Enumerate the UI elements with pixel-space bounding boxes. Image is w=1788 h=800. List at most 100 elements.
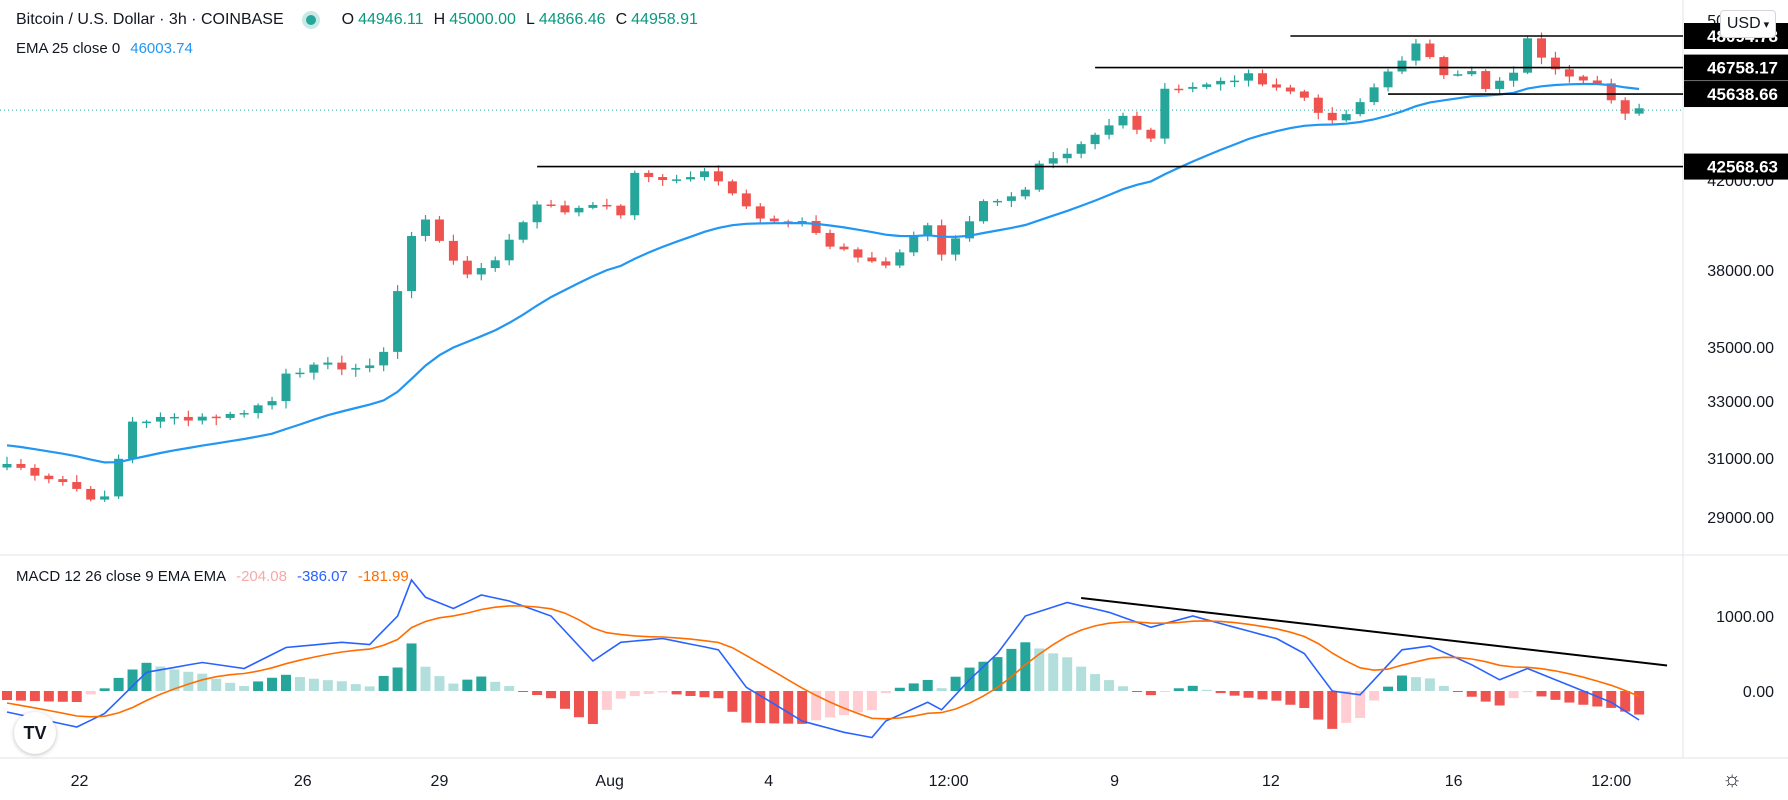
level-price-label: 42568.63 — [1707, 158, 1778, 177]
macd-histogram-bar — [1020, 642, 1031, 691]
candle-body — [1285, 87, 1295, 92]
candle-body — [1620, 100, 1630, 114]
candle-body — [379, 351, 389, 366]
macd-histogram-bar — [1550, 691, 1561, 700]
candle-body — [1509, 72, 1519, 81]
market-status-icon — [305, 15, 316, 25]
macd-histogram-bar — [1104, 680, 1115, 691]
macd-histogram-bar — [267, 677, 278, 691]
currency-button[interactable]: USD ▾ — [1720, 10, 1776, 38]
candle-body — [1048, 158, 1058, 164]
macd-histogram-bar — [532, 691, 543, 696]
time-axis-label: Aug — [595, 773, 623, 790]
candle-body — [1481, 71, 1491, 89]
macd-histogram-bar — [1313, 691, 1324, 720]
candle-body — [923, 225, 933, 237]
candle-body — [1369, 87, 1379, 103]
macd-histogram-bar — [1034, 648, 1045, 691]
macd-histogram-bar — [992, 657, 1003, 691]
macd-histogram-bar — [211, 678, 222, 691]
candle-body — [602, 204, 612, 207]
macd-histogram-bar — [1173, 688, 1184, 691]
gear-icon[interactable]: ☼ — [1722, 766, 1743, 791]
candle-body — [1313, 97, 1323, 113]
candle-body — [1230, 80, 1240, 83]
candle-body — [1244, 73, 1254, 81]
macd-histogram-bar — [699, 691, 710, 698]
candle-body — [588, 204, 598, 208]
candle-body — [560, 205, 570, 213]
macd-histogram-bar — [601, 691, 612, 710]
level-price-tag — [1684, 54, 1788, 81]
candles — [2, 32, 1644, 502]
macd-histogram-bar — [183, 671, 194, 691]
candle-body — [337, 362, 347, 370]
candle-body — [965, 221, 975, 239]
high-label: H — [433, 11, 446, 28]
macd-histogram-bar — [71, 691, 82, 703]
macd-histogram-bar — [85, 691, 96, 695]
close-value: 44958.91 — [631, 11, 698, 28]
candle-body — [169, 416, 179, 419]
ema-label: EMA 25 close 0 — [16, 40, 121, 57]
macd-histogram-bar — [825, 691, 836, 718]
candle-body — [713, 171, 723, 182]
price-tick-label: 33000.00 — [1707, 394, 1774, 411]
macd-histogram-bar — [1257, 691, 1268, 700]
candle-body — [1299, 91, 1309, 98]
candle-body — [1341, 114, 1351, 121]
candle-body — [239, 413, 249, 415]
candle-body — [44, 475, 54, 480]
macd-histogram-bar — [1159, 691, 1170, 692]
candle-body — [16, 463, 26, 468]
level-price-label: 46758.17 — [1707, 59, 1778, 78]
macd-histogram-bar — [1062, 657, 1073, 691]
candle-body — [546, 204, 556, 207]
candle-body — [1606, 83, 1616, 101]
ema-legend[interactable]: EMA 25 close 0 46003.74 — [16, 40, 197, 57]
candle-body — [1132, 115, 1142, 130]
macd-histogram-bar — [852, 691, 863, 713]
macd-histogram-bar — [169, 669, 180, 691]
tradingview-logo-icon[interactable]: TV — [14, 712, 56, 754]
candle-body — [1146, 129, 1156, 139]
candle-body — [1174, 88, 1184, 91]
time-axis-label: 12:00 — [1591, 773, 1631, 790]
macd-histogram-bar — [1187, 685, 1198, 691]
candle-body — [1355, 102, 1365, 115]
candle-body — [448, 240, 458, 261]
macd-histogram-bar — [1299, 691, 1310, 709]
macd-histogram-bar — [518, 691, 529, 692]
candle-body — [183, 416, 193, 421]
macd-histogram-bar — [978, 661, 989, 691]
macd-legend[interactable]: MACD 12 26 close 9 EMA EMA -204.08 -386.… — [16, 568, 413, 585]
candle-body — [2, 463, 12, 468]
macd-histogram-bar — [1243, 691, 1254, 698]
macd-histogram-bar — [336, 681, 347, 691]
macd-histogram-bar — [1201, 689, 1212, 691]
candle-body — [100, 496, 110, 500]
candle-body — [476, 268, 486, 275]
candle-body — [142, 421, 151, 424]
candle-body — [58, 479, 68, 483]
macd-trendline — [1081, 597, 1668, 667]
macd-tick-label: 1000.00 — [1716, 609, 1774, 626]
candle-body — [1411, 43, 1421, 61]
candle-body — [434, 219, 444, 241]
macd-histogram-bar — [936, 688, 947, 691]
macd-histogram-bar — [629, 691, 640, 697]
macd-histogram-bar — [1620, 691, 1631, 712]
candle-body — [1564, 69, 1574, 77]
candle-body — [1076, 144, 1086, 154]
candle-body — [574, 207, 584, 213]
macd-histogram-bar — [378, 675, 389, 691]
candle-body — [532, 204, 542, 223]
macd-signal-value: -181.99 — [357, 568, 409, 585]
symbol-title[interactable]: Bitcoin / U.S. Dollar · 3h · COINBASE — [16, 11, 284, 28]
candle-body — [825, 232, 835, 247]
high-value: 45000.00 — [449, 11, 516, 28]
macd-histogram-bar — [253, 681, 264, 691]
low-value: 44866.46 — [538, 11, 606, 28]
